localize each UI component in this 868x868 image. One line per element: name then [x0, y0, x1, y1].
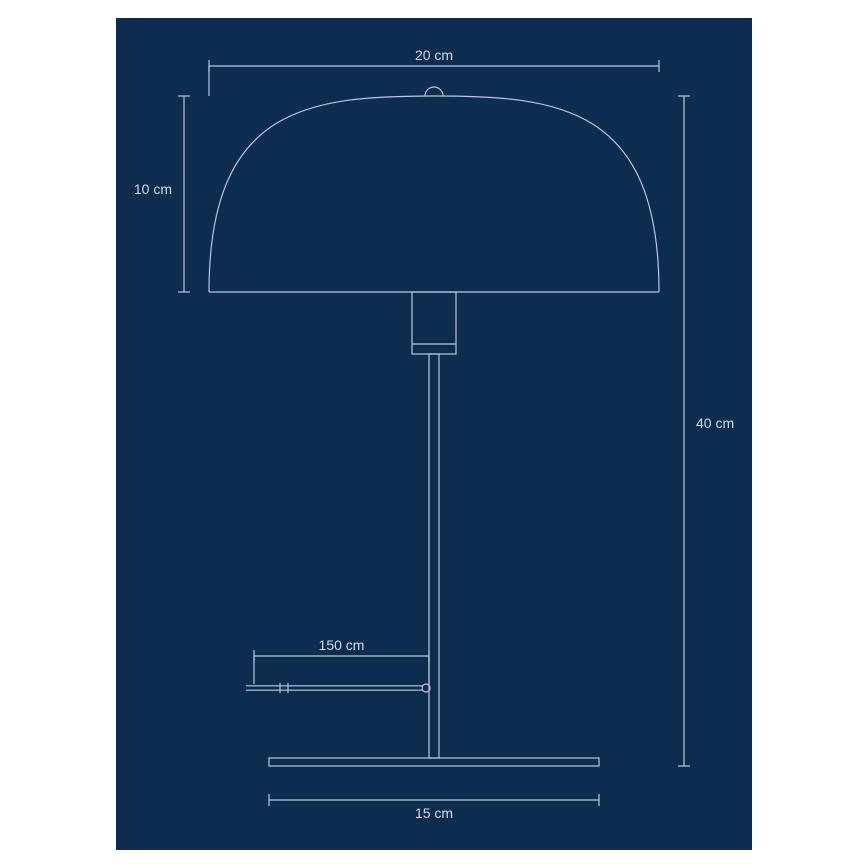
dim-shade-height: 10 cm: [134, 181, 172, 197]
dim-shade-width: 20 cm: [415, 47, 453, 63]
page-canvas: 20 cm 10 cm 40 cm 15 cm 150 cm: [0, 0, 868, 868]
dim-cable-length: 150 cm: [319, 637, 365, 653]
lamp-dimension-diagram: 20 cm 10 cm 40 cm 15 cm 150 cm: [116, 18, 752, 850]
dim-total-height: 40 cm: [696, 415, 734, 431]
dim-base-width: 15 cm: [415, 805, 453, 821]
